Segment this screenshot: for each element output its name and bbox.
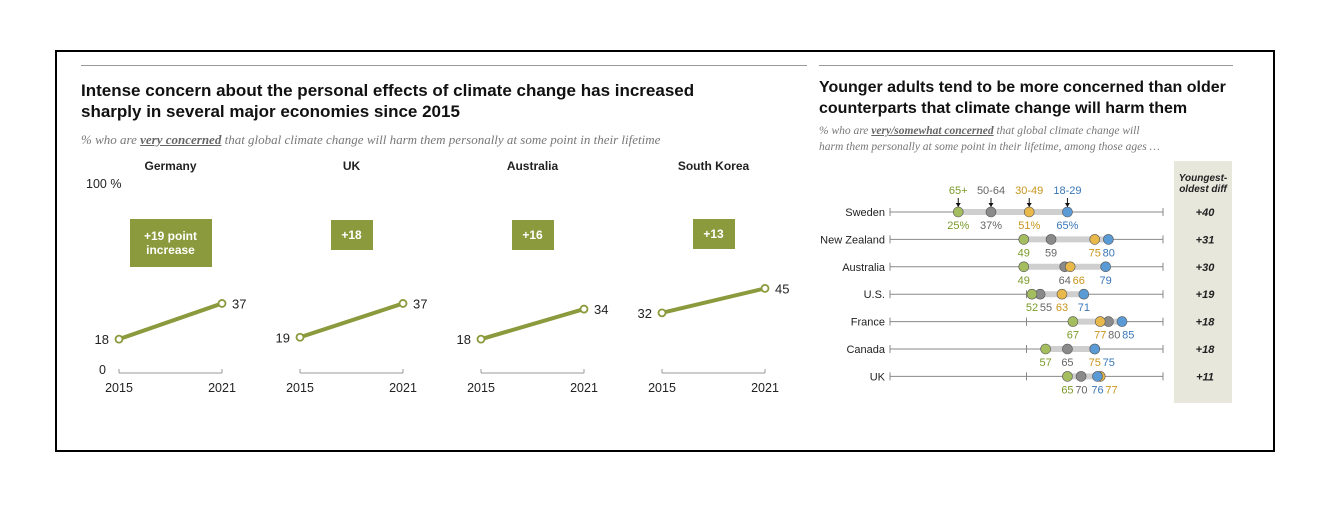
panel-title: UK <box>342 159 361 173</box>
diff-header-line2: oldest diff <box>1179 184 1227 195</box>
left-subtitle: % who are very concerned that global cli… <box>81 131 801 148</box>
right-subtitle-line1: % who are very/somewhat concerned that g… <box>819 123 1239 139</box>
right-title-line2: counterparts that climate change will ha… <box>819 100 1188 117</box>
right-subtitle: % who are very/somewhat concerned that g… <box>819 123 1239 155</box>
change-badge: +16 <box>511 220 554 250</box>
diff-header-line1: Youngest- <box>1178 173 1228 184</box>
right-subtitle-emphasis: very/somewhat concerned <box>871 125 994 137</box>
left-title-line1: Intense concern about the personal effec… <box>81 81 695 100</box>
right-subtitle-post: that global climate change will <box>993 125 1140 137</box>
right-subtitle-line2: harm them personally at some point in th… <box>819 141 1160 153</box>
y-axis-top-label: 100 % <box>86 177 122 191</box>
panel-title: South Korea <box>677 159 750 173</box>
figure-frame <box>55 50 1275 452</box>
left-subtitle-emphasis: very concerned <box>140 132 222 147</box>
change-badge: +13 <box>692 219 735 249</box>
change-badge: +19 point increase <box>129 219 212 267</box>
y-axis-zero-label: 0 <box>99 363 106 377</box>
left-subtitle-post: that global climate change will harm the… <box>221 132 661 147</box>
diff-column-background <box>1174 161 1232 403</box>
right-subtitle-pre: % who are <box>819 125 872 137</box>
left-subtitle-pre: % who are <box>81 132 141 147</box>
diff-header: Youngest- oldest diff <box>1174 173 1232 195</box>
right-top-rule <box>819 65 1233 66</box>
panel-title: Australia <box>506 159 559 173</box>
right-title: Younger adults tend to be more concerned… <box>819 77 1239 119</box>
left-top-rule <box>81 65 807 66</box>
change-badge: +18 <box>330 220 373 250</box>
left-title-line2: sharply in several major economies since… <box>81 102 460 121</box>
right-title-line1: Younger adults tend to be more concerned… <box>819 79 1226 96</box>
left-title: Intense concern about the personal effec… <box>81 80 801 122</box>
panel-title: Germany <box>144 159 197 173</box>
